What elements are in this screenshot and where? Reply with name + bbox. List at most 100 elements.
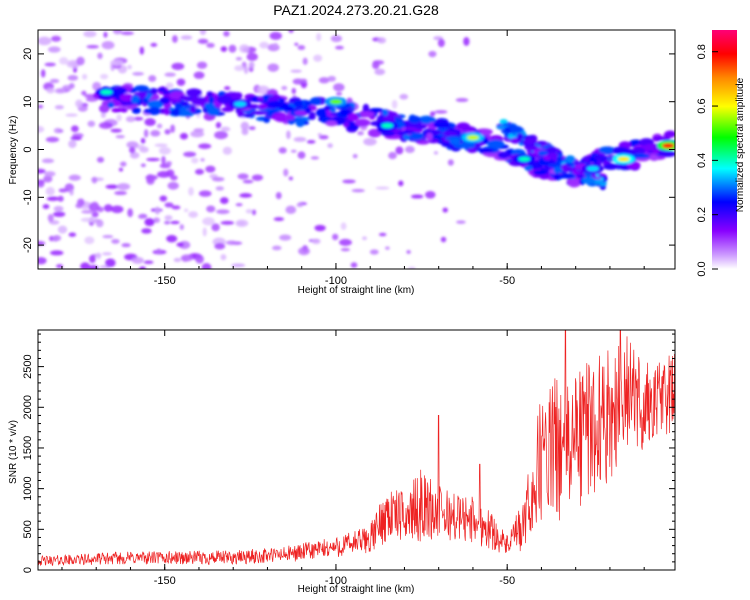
speckle-blob	[313, 54, 323, 62]
speckle-blob	[220, 254, 227, 261]
ridge-blob	[262, 94, 270, 102]
ridge-blob	[293, 100, 304, 108]
ridge-blob	[558, 173, 576, 179]
ridge-blob	[564, 166, 574, 172]
speckle-blob	[311, 238, 321, 245]
speckle-blob	[215, 186, 225, 191]
speckle-blob	[222, 146, 233, 155]
ridge-blob	[509, 125, 523, 133]
speckle-blob	[127, 208, 134, 218]
ridge-blob	[418, 115, 436, 124]
speckle-blob	[120, 161, 127, 167]
speckle-blob	[200, 158, 205, 162]
speckle-blob	[101, 41, 115, 50]
snr-y-tick-label: 2000	[22, 395, 34, 419]
speckle-blob	[146, 174, 154, 182]
speckle-blob	[342, 179, 356, 184]
speckle-blob	[38, 241, 46, 246]
speckle-blob	[161, 155, 166, 165]
ridge-blob	[408, 115, 421, 124]
speckle-blob	[81, 210, 95, 214]
colorbar-gradient	[712, 30, 737, 269]
speckle-blob	[46, 196, 60, 202]
speckle-blob	[84, 236, 95, 245]
speckle-blob	[48, 46, 61, 53]
speckle-blob	[202, 217, 215, 226]
speckle-blob	[176, 242, 184, 247]
speckle-blob	[156, 123, 163, 129]
speckle-blob	[220, 220, 235, 225]
speckle-blob	[154, 143, 168, 148]
ridge-blob	[426, 132, 433, 141]
ridge-blob	[237, 110, 245, 118]
speckle-blob	[120, 31, 134, 36]
speckle-blob	[150, 129, 161, 137]
speckle-blob	[352, 153, 358, 159]
speckle-blob	[245, 209, 253, 214]
speckle-blob	[87, 120, 96, 127]
speckle-blob	[98, 121, 113, 129]
speckle-blob	[201, 263, 212, 269]
speckle-blob	[351, 188, 365, 193]
spectrogram-y-axis-label: Frequency (Hz)	[8, 116, 19, 185]
ridge-blob	[523, 137, 537, 145]
ridge-blob	[477, 140, 484, 147]
speckle-blob	[269, 31, 282, 40]
speckle-blob	[133, 116, 144, 121]
speckle-blob	[333, 83, 345, 92]
ridge-blob	[159, 97, 170, 105]
speckle-blob	[164, 202, 174, 208]
speckle-blob	[239, 193, 253, 198]
speckle-blob	[290, 69, 302, 73]
speckle-blob	[180, 254, 193, 262]
speckle-blob	[70, 136, 82, 141]
speckle-blob	[259, 41, 269, 49]
ridge-blob	[339, 109, 351, 116]
speckle-blob	[362, 236, 367, 241]
speckle-blob	[225, 240, 237, 245]
ridge-blob	[593, 154, 608, 160]
ridge-blob	[460, 141, 476, 149]
ridge-blob	[652, 136, 671, 141]
speckle-blob	[116, 114, 122, 122]
speckle-blob	[286, 130, 291, 140]
ridge-blob	[347, 113, 360, 122]
ridge-blob	[566, 178, 582, 185]
speckle-blob	[395, 146, 404, 155]
ridge-blob	[98, 104, 110, 113]
snr-series-line	[38, 330, 675, 566]
speckle-blob	[127, 64, 132, 70]
spectrogram-plot-area: -150 -100 -50 20 10 0 -10 -20 Height of straig…	[8, 29, 676, 296]
speckle-blob	[248, 61, 255, 69]
snr-x-tick-label: -100	[325, 575, 347, 587]
snr-plot-area: -150 -100 -50 0 500 1000 1500 2000 2500 Height …	[8, 329, 676, 595]
speckle-blob	[140, 137, 146, 144]
speckle-blob	[327, 75, 336, 82]
speckle-blob	[340, 222, 347, 231]
ridge-blob	[309, 97, 322, 106]
speckle-blob	[211, 223, 220, 232]
speckle-blob	[215, 122, 222, 129]
speckle-blob	[235, 203, 243, 207]
speckle-blob	[206, 42, 215, 48]
ridge-blob	[603, 165, 616, 170]
speckle-blob	[54, 105, 64, 110]
speckle-blob	[339, 238, 352, 246]
speckle-blob	[118, 167, 124, 172]
speckle-blob	[96, 156, 105, 163]
speckle-blob	[170, 124, 176, 133]
speckle-blob	[50, 35, 62, 42]
speckle-blob	[191, 157, 199, 164]
speckle-blob	[129, 152, 140, 159]
speckle-blob	[150, 42, 158, 47]
speckle-blob	[54, 88, 66, 94]
ridge-blob	[250, 110, 269, 115]
ridge-blob	[329, 107, 336, 113]
speckle-blob	[273, 42, 278, 48]
speckle-blob	[91, 176, 98, 184]
speckle-blob	[121, 243, 131, 248]
speckle-blob	[198, 143, 212, 149]
speckle-blob	[116, 183, 131, 191]
speckle-blob	[96, 252, 102, 260]
speckle-blob	[220, 126, 231, 132]
